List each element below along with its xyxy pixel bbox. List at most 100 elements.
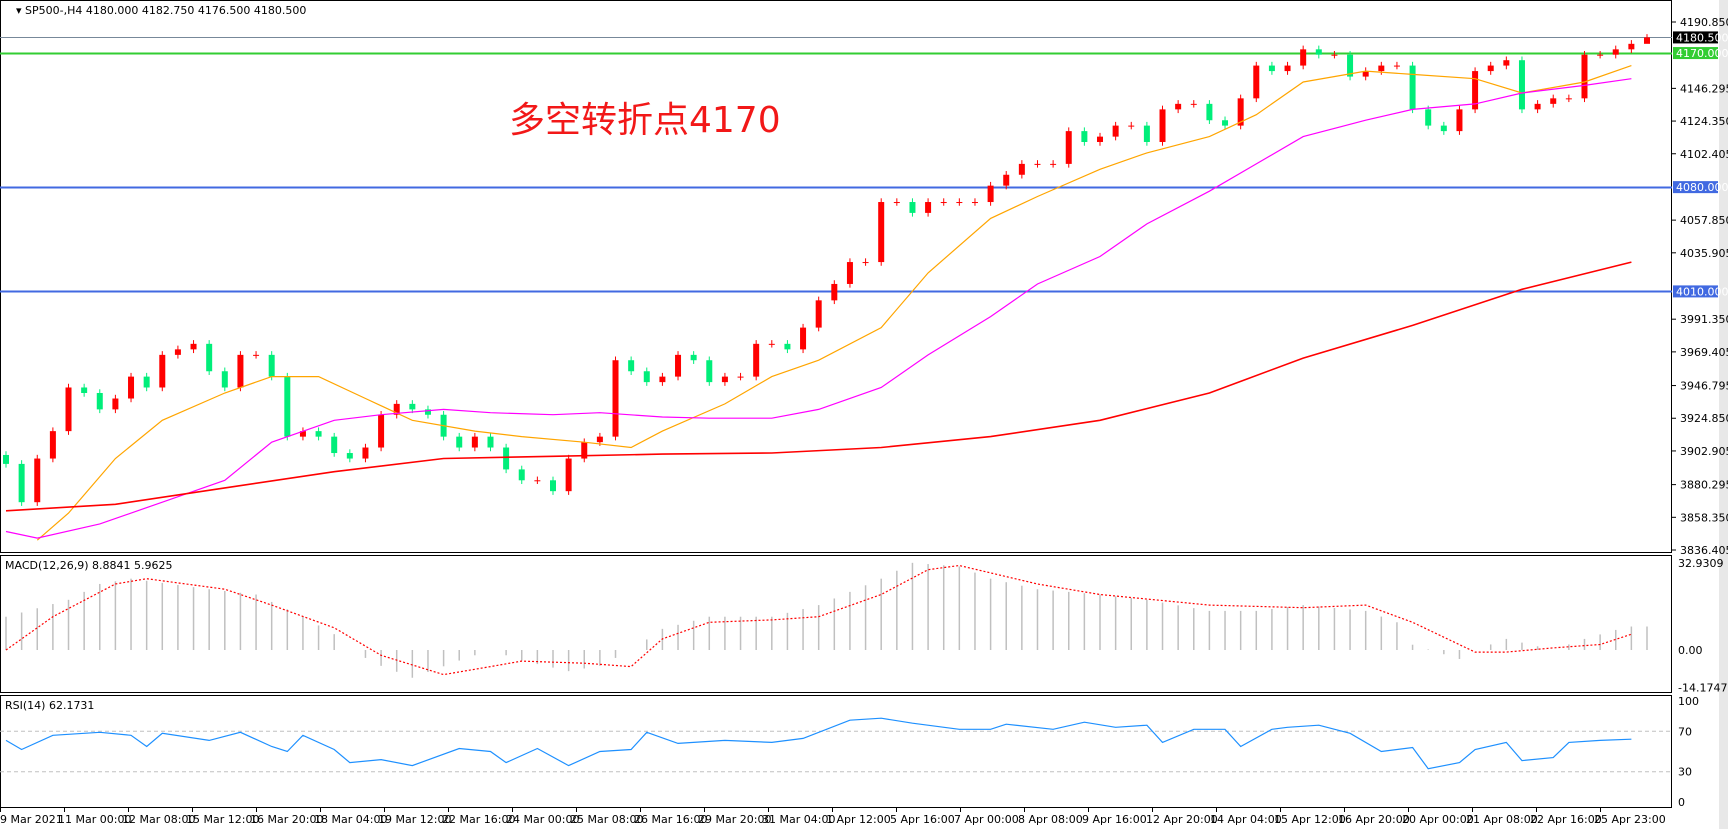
candle-body xyxy=(49,431,56,459)
price-tag xyxy=(1673,47,1718,60)
candle xyxy=(1268,61,1275,75)
candle xyxy=(487,432,494,452)
candle xyxy=(1315,45,1322,59)
candle-body xyxy=(987,185,994,203)
candle-body xyxy=(1644,37,1650,44)
candle-body xyxy=(221,371,228,388)
rsi-tick-label: 70 xyxy=(1678,725,1692,738)
candle-body xyxy=(1331,54,1338,56)
candle xyxy=(1050,160,1057,168)
candle xyxy=(315,427,322,441)
candle xyxy=(1284,61,1291,75)
candle-body xyxy=(128,376,135,399)
candle xyxy=(800,323,807,354)
candle xyxy=(284,372,291,441)
candle xyxy=(1159,105,1166,146)
candle xyxy=(221,367,228,392)
candle xyxy=(1393,61,1400,70)
candle-body xyxy=(1565,98,1572,100)
candle-body xyxy=(550,480,556,492)
candle xyxy=(1128,121,1135,130)
candle-body xyxy=(1456,109,1463,132)
candle-body xyxy=(971,202,978,204)
candle-body xyxy=(1206,103,1213,121)
candle xyxy=(815,296,822,332)
candle-body xyxy=(1222,120,1229,126)
candle-body xyxy=(1378,65,1385,72)
candle xyxy=(1518,56,1525,114)
price-tick-label: 3880.295 xyxy=(1680,479,1728,492)
date-tick-label: 31 Mar 04:00 xyxy=(762,813,835,826)
candle xyxy=(675,351,682,381)
candle-body xyxy=(1581,54,1588,99)
date-tick-label: 26 Mar 16:00 xyxy=(634,813,707,826)
candle xyxy=(862,258,869,266)
candle-body xyxy=(1409,65,1416,110)
price-tick-label: 4057.850 xyxy=(1680,214,1728,227)
candle xyxy=(409,400,416,414)
candle xyxy=(956,198,963,206)
date-tick-label: 22 Apr 16:00 xyxy=(1530,813,1602,826)
candle-body xyxy=(643,371,650,383)
candle-body xyxy=(1034,163,1041,165)
candle xyxy=(1081,127,1088,146)
price-tag xyxy=(1673,285,1718,298)
candle-body xyxy=(378,414,385,448)
candle-body xyxy=(612,360,619,437)
price-tick-label: 3946.795 xyxy=(1680,380,1728,393)
candle-body xyxy=(1268,65,1275,72)
date-tick-label: 7 Apr 00:00 xyxy=(954,813,1019,826)
rsi-line xyxy=(5,717,1632,770)
price-tick-label: 4102.405 xyxy=(1680,148,1728,161)
candle-body xyxy=(1440,125,1447,132)
candle xyxy=(659,372,666,386)
price-tick-label: 3991.350 xyxy=(1680,313,1728,326)
price-tick-label: 3969.405 xyxy=(1680,346,1728,359)
candle xyxy=(1003,171,1010,190)
candle xyxy=(1112,121,1119,141)
candle-body xyxy=(1487,65,1494,72)
candle xyxy=(878,198,885,266)
candle xyxy=(471,432,478,452)
candle-body xyxy=(737,376,744,378)
date-tick-label: 8 Apr 08:00 xyxy=(1018,813,1083,826)
candle xyxy=(143,372,150,392)
rsi-panel xyxy=(0,717,1672,773)
candle-body xyxy=(1300,49,1307,66)
candle xyxy=(971,198,978,206)
candle-body xyxy=(503,447,510,470)
date-tick-label: 5 Apr 16:00 xyxy=(890,813,955,826)
candle xyxy=(393,400,400,419)
date-tick-label: 22 Mar 16:00 xyxy=(442,813,515,826)
candle-body xyxy=(721,376,728,383)
candle xyxy=(550,476,556,495)
candle-body xyxy=(1534,103,1541,110)
candle-body xyxy=(893,202,900,204)
candle xyxy=(1565,94,1572,103)
candle xyxy=(1347,50,1354,81)
price-tick-label: 3836.405 xyxy=(1680,544,1728,557)
rsi-label: RSI(14) 62.1731 xyxy=(5,699,94,712)
candle-body xyxy=(112,398,119,410)
candle xyxy=(1065,127,1072,168)
candle xyxy=(1597,50,1604,59)
symbol-label: SP500-,H4 xyxy=(25,4,82,17)
macd-label: MACD(12,26,9) 8.8841 5.9625 xyxy=(5,559,173,572)
candle xyxy=(534,476,541,485)
candle-body xyxy=(34,458,41,503)
candle xyxy=(1425,105,1432,130)
candle xyxy=(49,427,56,463)
candle-body xyxy=(534,480,541,482)
date-tick-label: 12 Mar 08:00 xyxy=(122,813,195,826)
rsi-tick-label: 100 xyxy=(1678,695,1699,708)
candle-body xyxy=(96,392,103,410)
candle-body xyxy=(1097,136,1103,142)
candle-body xyxy=(909,202,916,213)
right-scroll-strip[interactable] xyxy=(1719,0,1728,829)
candle xyxy=(378,411,385,452)
candle-body xyxy=(253,354,260,356)
date-tick-label: 14 Apr 04:00 xyxy=(1210,813,1282,826)
candle-body xyxy=(581,442,588,459)
macd-panel xyxy=(5,562,1648,678)
